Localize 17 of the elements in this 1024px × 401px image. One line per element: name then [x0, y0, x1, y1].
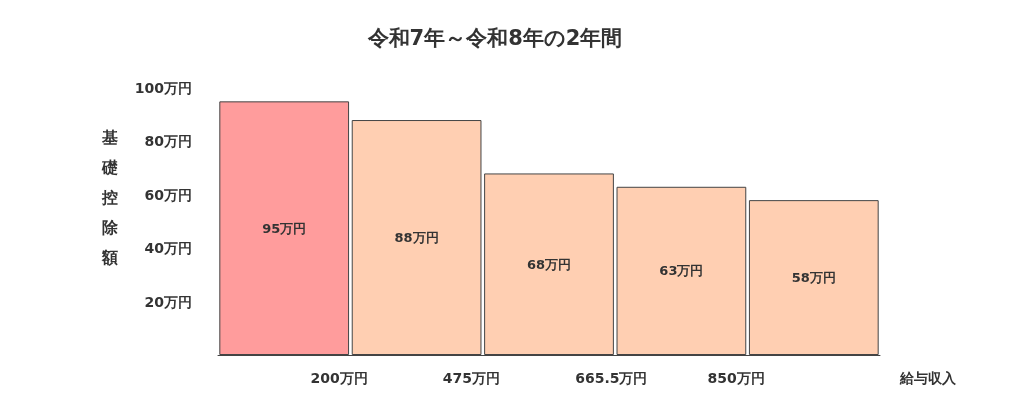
y-tick-label: 40万円 — [144, 240, 192, 257]
data-label: 68万円 — [526, 256, 572, 272]
y-tick-label: 100万円 — [134, 80, 192, 96]
text: 475万円 — [442, 370, 501, 386]
y-axis-title: 基礎控除額 — [101, 127, 119, 267]
text: 665.5万円 — [575, 370, 648, 386]
y-tick-label: 60万円 — [144, 186, 192, 203]
chart-title: 令和7年～令和8年の2年間 — [366, 25, 623, 50]
x-axis-title: 給与収入 — [899, 370, 957, 386]
data-label: 88万円 — [394, 230, 439, 246]
y-tick-label: 20万円 — [144, 293, 192, 310]
data-label: 95万円 — [262, 220, 307, 236]
y-tick-label: 80万円 — [144, 133, 192, 150]
text: 850万円 — [707, 370, 765, 386]
text: 200万円 — [310, 370, 368, 386]
data-label: 58万円 — [791, 270, 836, 286]
data-label: 63万円 — [659, 263, 704, 279]
